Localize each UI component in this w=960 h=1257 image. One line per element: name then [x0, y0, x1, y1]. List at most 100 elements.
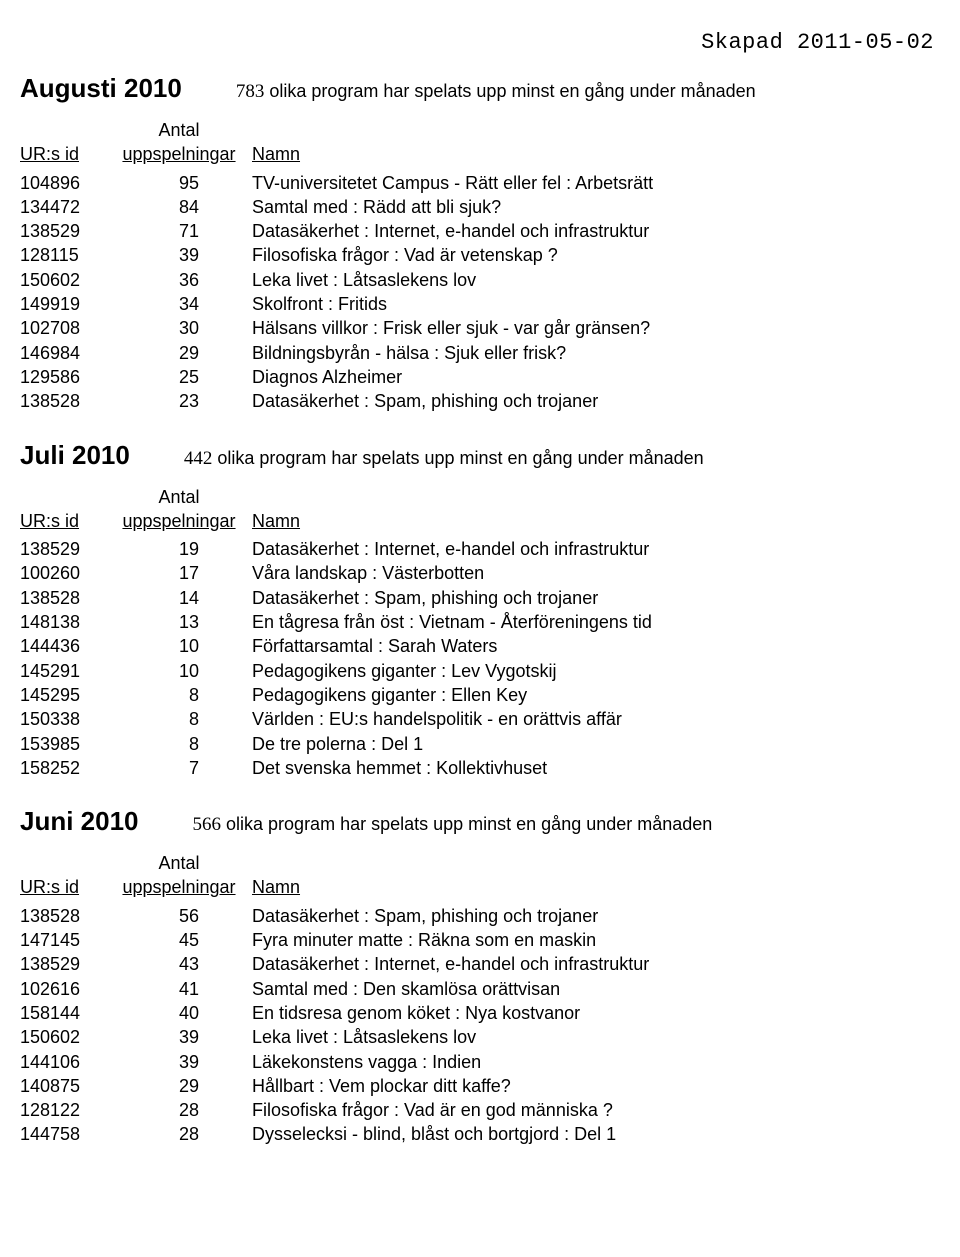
cell-count: 84 [114, 195, 252, 219]
table-row: 10489695TV-universitetet Campus - Rätt e… [20, 171, 661, 195]
table-row: 14443610Författarsamtal : Sarah Waters [20, 634, 660, 658]
cell-count: 8 [114, 683, 252, 707]
cell-id: 150338 [20, 707, 114, 731]
cell-count: 10 [114, 659, 252, 683]
col-header-count-line1: Antal [114, 118, 244, 142]
table-row: 13852823Datasäkerhet : Spam, phishing oc… [20, 389, 661, 413]
cell-name: Författarsamtal : Sarah Waters [252, 634, 660, 658]
table-row: 15060239Leka livet : Låtsaslekens lov [20, 1025, 657, 1049]
cell-id: 138528 [20, 389, 114, 413]
cell-name: Fyra minuter matte : Räkna som en maskin [252, 928, 657, 952]
cell-id: 138529 [20, 537, 114, 561]
cell-id: 102616 [20, 977, 114, 1001]
section-title: Juli 2010 [20, 440, 130, 471]
report-section: Augusti 2010 783 olika program har spelat… [20, 73, 940, 414]
col-header-count-line2: uppspelningar [114, 875, 244, 899]
cell-count: 56 [114, 904, 252, 928]
cell-name: Världen : EU:s handelspolitik - en orätt… [252, 707, 660, 731]
cell-count: 17 [114, 561, 252, 585]
cell-id: 158144 [20, 1001, 114, 1025]
cell-name: Våra landskap : Västerbotten [252, 561, 660, 585]
cell-count: 39 [114, 1025, 252, 1049]
table-row: 14475828Dysselecksi - blind, blåst och b… [20, 1122, 657, 1146]
table-row: 13447284Samtal med : Rädd att bli sjuk? [20, 195, 661, 219]
section-title: Juni 2010 [20, 806, 139, 837]
table-row: 13852971Datasäkerhet : Internet, e-hande… [20, 219, 661, 243]
section-subtitle: 566 olika program har spelats upp minst … [193, 814, 713, 836]
cell-name: Datasäkerhet : Internet, e-handel och in… [252, 952, 657, 976]
data-table: UR:s idAntaluppspelningarNamn10489695TV-… [20, 118, 661, 414]
cell-count: 23 [114, 389, 252, 413]
cell-count: 39 [114, 243, 252, 267]
data-table: UR:s idAntaluppspelningarNamn13852856Dat… [20, 851, 657, 1147]
cell-name: Datasäkerhet : Internet, e-handel och in… [252, 537, 660, 561]
cell-id: 138528 [20, 586, 114, 610]
cell-id: 128122 [20, 1098, 114, 1122]
cell-id: 100260 [20, 561, 114, 585]
cell-count: 28 [114, 1122, 252, 1146]
cell-name: Pedagogikens giganter : Ellen Key [252, 683, 660, 707]
cell-name: Datasäkerhet : Internet, e-handel och in… [252, 219, 661, 243]
col-header-count: Antaluppspelningar [114, 485, 252, 538]
table-row: 10261641Samtal med : Den skamlösa orättv… [20, 977, 657, 1001]
col-header-count-line2: uppspelningar [114, 142, 244, 166]
table-row: 14410639Läkekonstens vagga : Indien [20, 1050, 657, 1074]
table-row: 12812228Filosofiska frågor : Vad är en g… [20, 1098, 657, 1122]
program-count: 442 [184, 448, 213, 469]
cell-name: Det svenska hemmet : Kollektivhuset [252, 756, 660, 780]
report-section: Juni 2010 566 olika program har spelats u… [20, 806, 940, 1147]
cell-name: Skolfront : Fritids [252, 292, 661, 316]
cell-id: 129586 [20, 365, 114, 389]
cell-count: 71 [114, 219, 252, 243]
cell-id: 138529 [20, 219, 114, 243]
table-row: 14529110Pedagogikens giganter : Lev Vygo… [20, 659, 660, 683]
cell-name: Leka livet : Låtsaslekens lov [252, 268, 661, 292]
cell-name: Diagnos Alzheimer [252, 365, 661, 389]
program-count: 783 [236, 81, 265, 102]
col-header-count: Antaluppspelningar [114, 851, 252, 904]
cell-name: TV-universitetet Campus - Rätt eller fel… [252, 171, 661, 195]
table-row: 1582527Det svenska hemmet : Kollektivhus… [20, 756, 660, 780]
cell-count: 19 [114, 537, 252, 561]
cell-id: 144758 [20, 1122, 114, 1146]
cell-id: 134472 [20, 195, 114, 219]
table-row: 1539858De tre polerna : Del 1 [20, 732, 660, 756]
col-header-id: UR:s id [20, 485, 114, 538]
table-row: 1452958Pedagogikens giganter : Ellen Key [20, 683, 660, 707]
col-header-name: Namn [252, 485, 660, 538]
cell-id: 145295 [20, 683, 114, 707]
table-row: 14991934Skolfront : Fritids [20, 292, 661, 316]
cell-id: 140875 [20, 1074, 114, 1098]
col-header-name: Namn [252, 851, 657, 904]
table-row: 12958625Diagnos Alzheimer [20, 365, 661, 389]
table-row: 14714545Fyra minuter matte : Räkna som e… [20, 928, 657, 952]
cell-name: Leka livet : Låtsaslekens lov [252, 1025, 657, 1049]
cell-id: 148138 [20, 610, 114, 634]
created-date: Skapad 2011-05-02 [20, 30, 934, 55]
table-row: 14698429Bildningsbyrån - hälsa : Sjuk el… [20, 341, 661, 365]
col-header-id: UR:s id [20, 118, 114, 171]
cell-count: 8 [114, 732, 252, 756]
cell-count: 13 [114, 610, 252, 634]
report-section: Juli 2010 442 olika program har spelats u… [20, 440, 940, 781]
section-subtitle: 783 olika program har spelats upp minst … [236, 81, 756, 103]
col-header-count-line1: Antal [114, 851, 244, 875]
cell-count: 7 [114, 756, 252, 780]
cell-name: En tidsresa genom köket : Nya kostvanor [252, 1001, 657, 1025]
col-header-count: Antaluppspelningar [114, 118, 252, 171]
table-row: 14813813En tågresa från öst : Vietnam - … [20, 610, 660, 634]
section-title: Augusti 2010 [20, 73, 182, 104]
cell-id: 147145 [20, 928, 114, 952]
cell-count: 40 [114, 1001, 252, 1025]
cell-name: De tre polerna : Del 1 [252, 732, 660, 756]
cell-name: Filosofiska frågor : Vad är en god männi… [252, 1098, 657, 1122]
cell-id: 102708 [20, 316, 114, 340]
cell-name: Hållbart : Vem plockar ditt kaffe? [252, 1074, 657, 1098]
table-row: 13852919Datasäkerhet : Internet, e-hande… [20, 537, 660, 561]
table-row: 13852943Datasäkerhet : Internet, e-hande… [20, 952, 657, 976]
cell-count: 95 [114, 171, 252, 195]
col-header-id: UR:s id [20, 851, 114, 904]
cell-id: 144106 [20, 1050, 114, 1074]
cell-count: 34 [114, 292, 252, 316]
subtitle-suffix: olika program har spelats upp minst en g… [212, 448, 703, 468]
